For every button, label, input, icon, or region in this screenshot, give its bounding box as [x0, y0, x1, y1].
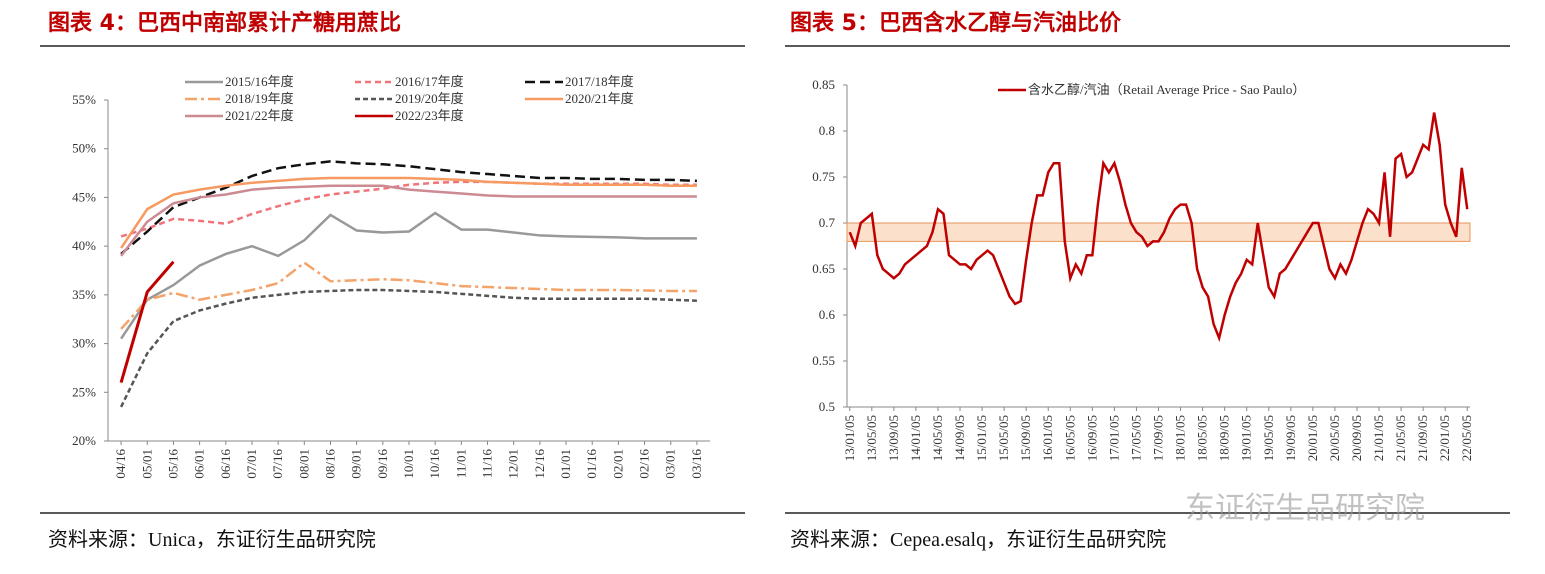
x-tick-label: 07/16	[270, 449, 285, 479]
x-tick-label: 05/16	[165, 449, 180, 479]
legend-label: 2019/20年度	[395, 91, 464, 106]
x-tick-label: 21/01/05	[1371, 415, 1386, 461]
x-tick-label: 13/09/05	[886, 415, 901, 461]
x-tick-label: 08/01	[296, 449, 311, 479]
source: 资料来源：Cepea.esalq，东证衍生品研究院	[790, 528, 1166, 551]
source: 资料来源：Unica，东证衍生品研究院	[48, 528, 376, 551]
x-tick-label: 17/05/05	[1128, 415, 1143, 461]
x-tick-label: 04/16	[113, 449, 128, 479]
x-tick-label: 11/01	[453, 449, 468, 478]
x-tick-label: 01/16	[584, 449, 599, 479]
y-tick-label: 55%	[72, 92, 96, 107]
x-tick-label: 02/01	[610, 449, 625, 479]
x-tick-label: 15/09/05	[1018, 415, 1033, 461]
y-tick-label: 45%	[72, 189, 96, 204]
x-tick-label: 17/01/05	[1106, 415, 1121, 461]
x-tick-label: 07/01	[244, 449, 259, 479]
x-tick-label: 16/01/05	[1040, 415, 1055, 461]
x-tick-label: 18/09/05	[1217, 415, 1232, 461]
x-tick-label: 20/05/05	[1327, 415, 1342, 461]
y-tick-label: 0.5	[819, 399, 835, 414]
x-tick-label: 18/01/05	[1173, 415, 1188, 461]
series-line	[120, 180, 697, 238]
x-tick-label: 13/01/05	[842, 415, 857, 461]
x-tick-label: 22/01/05	[1437, 415, 1452, 461]
x-tick-label: 19/09/05	[1283, 415, 1298, 461]
x-tick-label: 02/16	[637, 449, 652, 479]
series-line	[120, 211, 697, 340]
x-tick-label: 12/01	[506, 449, 521, 479]
x-tick-label: 09/16	[375, 449, 390, 479]
x-tick-label: 18/05/05	[1195, 415, 1210, 461]
x-tick-label: 14/01/05	[908, 415, 923, 461]
series-line	[119, 288, 697, 408]
y-tick-label: 0.75	[812, 169, 835, 184]
legend-label: 2016/17年度	[395, 74, 464, 89]
x-tick-label: 10/16	[427, 449, 442, 479]
x-tick-label: 03/01	[663, 449, 678, 479]
legend-label: 2015/16年度	[225, 74, 294, 89]
y-tick-label: 0.6	[819, 307, 836, 322]
x-tick-label: 14/09/05	[952, 415, 967, 461]
x-tick-label: 22/05/05	[1459, 415, 1474, 461]
series-line	[120, 176, 697, 249]
x-tick-label: 16/05/05	[1062, 415, 1077, 461]
x-tick-label: 08/16	[322, 449, 337, 479]
x-tick-label: 13/05/05	[864, 415, 879, 461]
legend-label: 2018/19年度	[225, 91, 294, 106]
x-tick-label: 21/05/05	[1393, 415, 1408, 461]
series-line	[120, 184, 697, 257]
x-tick-label: 15/01/05	[974, 415, 989, 461]
x-tick-label: 01/01	[558, 449, 573, 479]
x-tick-label: 21/09/05	[1415, 415, 1430, 461]
y-tick-label: 0.8	[819, 123, 835, 138]
x-tick-label: 12/16	[532, 449, 547, 479]
y-tick-label: 0.55	[812, 353, 835, 368]
y-tick-label: 40%	[72, 238, 96, 253]
y-tick-label: 35%	[72, 287, 96, 302]
y-tick-label: 30%	[72, 336, 96, 351]
y-tick-label: 0.65	[812, 261, 835, 276]
x-tick-label: 16/09/05	[1084, 415, 1099, 461]
x-tick-label: 14/05/05	[930, 415, 945, 461]
chart-title: 图表 5：巴西含水乙醇与汽油比价	[790, 10, 1122, 36]
x-tick-label: 19/01/05	[1239, 415, 1254, 461]
x-tick-label: 20/09/05	[1349, 415, 1364, 461]
x-tick-label: 15/05/05	[996, 415, 1011, 461]
series-line	[120, 160, 697, 255]
y-tick-label: 50%	[72, 141, 96, 156]
reference-band	[846, 222, 1471, 242]
x-tick-label: 20/01/05	[1305, 415, 1320, 461]
x-tick-label: 17/09/05	[1151, 415, 1166, 461]
legend-label: 2017/18年度	[565, 74, 634, 89]
x-tick-label: 05/01	[139, 449, 154, 479]
x-tick-label: 19/05/05	[1261, 415, 1276, 461]
legend-label: 2022/23年度	[395, 108, 464, 123]
x-tick-label: 06/16	[218, 449, 233, 479]
y-tick-label: 25%	[72, 384, 96, 399]
watermark: 东证衍生品研究院	[1185, 491, 1425, 526]
legend-label: 含水乙醇/汽油（Retail Average Price - Sao Paulo…	[1028, 82, 1305, 97]
series-line	[119, 260, 175, 383]
chart-title: 图表 4：巴西中南部累计产糖用蔗比	[48, 10, 401, 36]
y-tick-label: 0.85	[812, 77, 835, 92]
legend-label: 2021/22年度	[225, 108, 294, 123]
series-line	[120, 261, 697, 330]
x-tick-label: 03/16	[689, 449, 704, 479]
y-tick-label: 0.7	[819, 215, 836, 230]
x-tick-label: 06/01	[192, 449, 207, 479]
x-tick-label: 11/16	[480, 449, 495, 479]
x-tick-label: 10/01	[401, 449, 416, 479]
legend-label: 2020/21年度	[565, 91, 634, 106]
x-tick-label: 09/01	[349, 449, 364, 479]
series-line	[848, 112, 1469, 343]
y-tick-label: 20%	[72, 433, 96, 448]
